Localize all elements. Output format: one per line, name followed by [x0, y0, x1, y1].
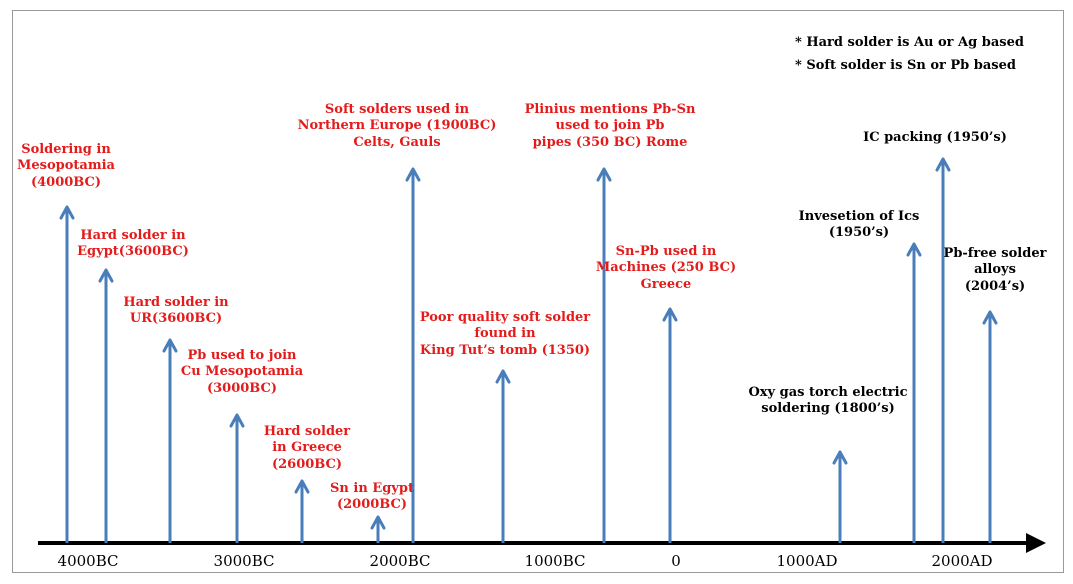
event-line: Soldering in	[21, 142, 111, 157]
event-line: (2004’s)	[964, 278, 1026, 294]
event-line: Egypt(3600BC)	[77, 244, 189, 260]
event-line: in Greece	[272, 440, 342, 456]
arrowhead-oxy-gas-torch	[832, 450, 848, 465]
axis-label-2000bc: 2000BC	[369, 552, 431, 570]
event-king-tut: Poor quality soft solder found in King T…	[420, 310, 590, 359]
event-line: (2600BC)	[271, 456, 343, 472]
arrowhead-invesetion-ics	[906, 242, 922, 257]
event-line: Poor quality soft solder	[419, 310, 591, 325]
event-line: Pb used to join	[187, 348, 297, 363]
event-line: Soft solders used in	[324, 102, 470, 117]
event-line: used to join Pb	[555, 118, 665, 134]
event-line: IC packing (1950’s)	[863, 130, 1007, 145]
event-line: Celts, Gauls	[353, 134, 441, 150]
event-line: found in	[474, 326, 536, 342]
arrowhead-hard-solder-egypt	[98, 268, 114, 283]
arrowhead-pb-free-solder	[982, 310, 998, 325]
event-line: King Tut’s tomb (1350)	[419, 342, 591, 358]
event-line: Hard solder in	[80, 228, 186, 243]
event-invesetion-ics: Invesetion of Ics (1950’s)	[799, 209, 920, 242]
axis-label-3000bc: 3000BC	[213, 552, 275, 570]
event-line: Northern Europe (1900BC)	[297, 118, 497, 134]
event-line: Greece	[640, 276, 692, 292]
event-pb-free-solder: Pb-free solder alloys (2004’s)	[944, 246, 1047, 295]
event-line: Plinius mentions Pb-Sn	[524, 102, 696, 117]
arrowhead-sn-pb-machines	[662, 307, 678, 322]
event-line: (1950’s)	[828, 225, 890, 241]
event-line: Oxy gas torch electric	[748, 385, 908, 400]
note-soft-solder: * Soft solder is Sn or Pb based	[795, 58, 1016, 73]
arrowhead-plinius	[596, 167, 612, 182]
event-line: alloys	[974, 262, 1016, 278]
event-soldering-mesopotamia: Soldering in Mesopotamia (4000BC)	[17, 142, 115, 191]
axis-label-0: 0	[671, 552, 681, 570]
axis-label-2000ad: 2000AD	[931, 552, 993, 570]
event-pb-cu-mesopotamia: Pb used to join Cu Mesopotamia (3000BC)	[181, 348, 303, 397]
event-line: soldering (1800’s)	[761, 401, 895, 417]
event-line: pipes (350 BC) Rome	[532, 134, 688, 150]
arrowhead-soldering-mesopotamia	[59, 205, 75, 220]
event-line: Pb-free solder	[943, 246, 1047, 261]
event-line: (3000BC)	[206, 380, 278, 396]
event-line: Invesetion of Ics	[798, 209, 920, 224]
event-line: Mesopotamia	[17, 158, 115, 174]
axis-label-1000bc: 1000BC	[524, 552, 586, 570]
event-line: Machines (250 BC)	[595, 260, 737, 276]
arrowhead-ic-packing	[935, 157, 951, 172]
event-line: Hard solder in	[123, 295, 229, 310]
event-plinius: Plinius mentions Pb-Sn used to join Pb p…	[525, 102, 696, 151]
event-sn-pb-machines: Sn-Pb used in Machines (250 BC) Greece	[596, 244, 736, 293]
event-hard-solder-greece: Hard solder in Greece (2600BC)	[264, 424, 350, 473]
note-hard-solder: * Hard solder is Au or Ag based	[795, 35, 1024, 50]
arrowhead-sn-egypt	[370, 515, 386, 530]
event-sn-egypt: Sn in Egypt (2000BC)	[330, 481, 414, 514]
event-line: UR(3600BC)	[129, 311, 223, 327]
event-line: Sn-Pb used in	[615, 244, 717, 259]
axis-label-1000ad: 1000AD	[776, 552, 838, 570]
event-line: Cu Mesopotamia	[180, 364, 304, 380]
axis-label-4000bc: 4000BC	[57, 552, 119, 570]
event-soft-solders-northern-europe: Soft solders used in Northern Europe (19…	[298, 102, 497, 151]
event-hard-solder-egypt: Hard solder in Egypt(3600BC)	[77, 228, 189, 261]
event-ic-packing: IC packing (1950’s)	[863, 130, 1007, 146]
event-line: Sn in Egypt	[330, 481, 414, 496]
timeline-axis-arrowhead	[1026, 533, 1046, 553]
event-oxy-gas-torch: Oxy gas torch electric soldering (1800’s…	[748, 385, 907, 418]
arrowhead-king-tut	[495, 369, 511, 384]
arrowhead-hard-solder-greece	[294, 479, 310, 494]
event-line: Hard solder	[263, 424, 351, 439]
event-line: (2000BC)	[336, 497, 408, 513]
arrowhead-hard-solder-ur	[162, 338, 178, 353]
event-line: (4000BC)	[30, 174, 102, 190]
arrowhead-pb-cu-mesopotamia	[229, 413, 245, 428]
diagram-frame	[12, 10, 1064, 573]
arrowhead-soft-solders-northern-europe	[405, 167, 421, 182]
event-hard-solder-ur: Hard solder in UR(3600BC)	[123, 295, 228, 328]
